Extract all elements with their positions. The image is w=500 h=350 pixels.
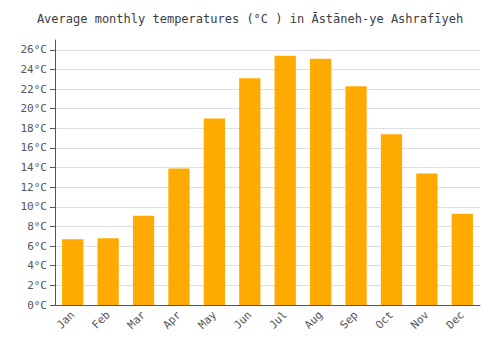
svg-text:Aug: Aug (302, 308, 325, 331)
svg-text:Jun: Jun (231, 308, 254, 331)
svg-text:Jan: Jan (54, 308, 77, 331)
svg-text:12°C: 12°C (21, 181, 48, 194)
svg-text:6°C: 6°C (27, 240, 47, 253)
svg-text:22°C: 22°C (21, 83, 48, 96)
svg-text:4°C: 4°C (27, 259, 47, 272)
svg-text:Feb: Feb (89, 308, 112, 331)
svg-text:0°C: 0°C (27, 299, 47, 312)
svg-text:Mar: Mar (125, 308, 148, 331)
svg-text:Jul: Jul (267, 308, 290, 331)
svg-text:Apr: Apr (160, 308, 183, 331)
svg-text:Oct: Oct (373, 308, 396, 331)
svg-text:2°C: 2°C (27, 279, 47, 292)
svg-text:26°C: 26°C (21, 43, 48, 56)
svg-text:14°C: 14°C (21, 161, 48, 174)
svg-text:18°C: 18°C (21, 122, 48, 135)
svg-text:24°C: 24°C (21, 63, 48, 76)
svg-text:Nov: Nov (408, 308, 431, 331)
svg-text:Average monthly temperatures (: Average monthly temperatures (°C ) in Ās… (37, 12, 463, 26)
svg-text:May: May (196, 308, 219, 331)
svg-text:Sep: Sep (337, 308, 360, 331)
svg-text:16°C: 16°C (21, 141, 48, 154)
svg-text:8°C: 8°C (27, 220, 47, 233)
svg-text:Dec: Dec (444, 308, 467, 331)
svg-text:10°C: 10°C (21, 200, 48, 213)
svg-text:20°C: 20°C (21, 102, 48, 115)
